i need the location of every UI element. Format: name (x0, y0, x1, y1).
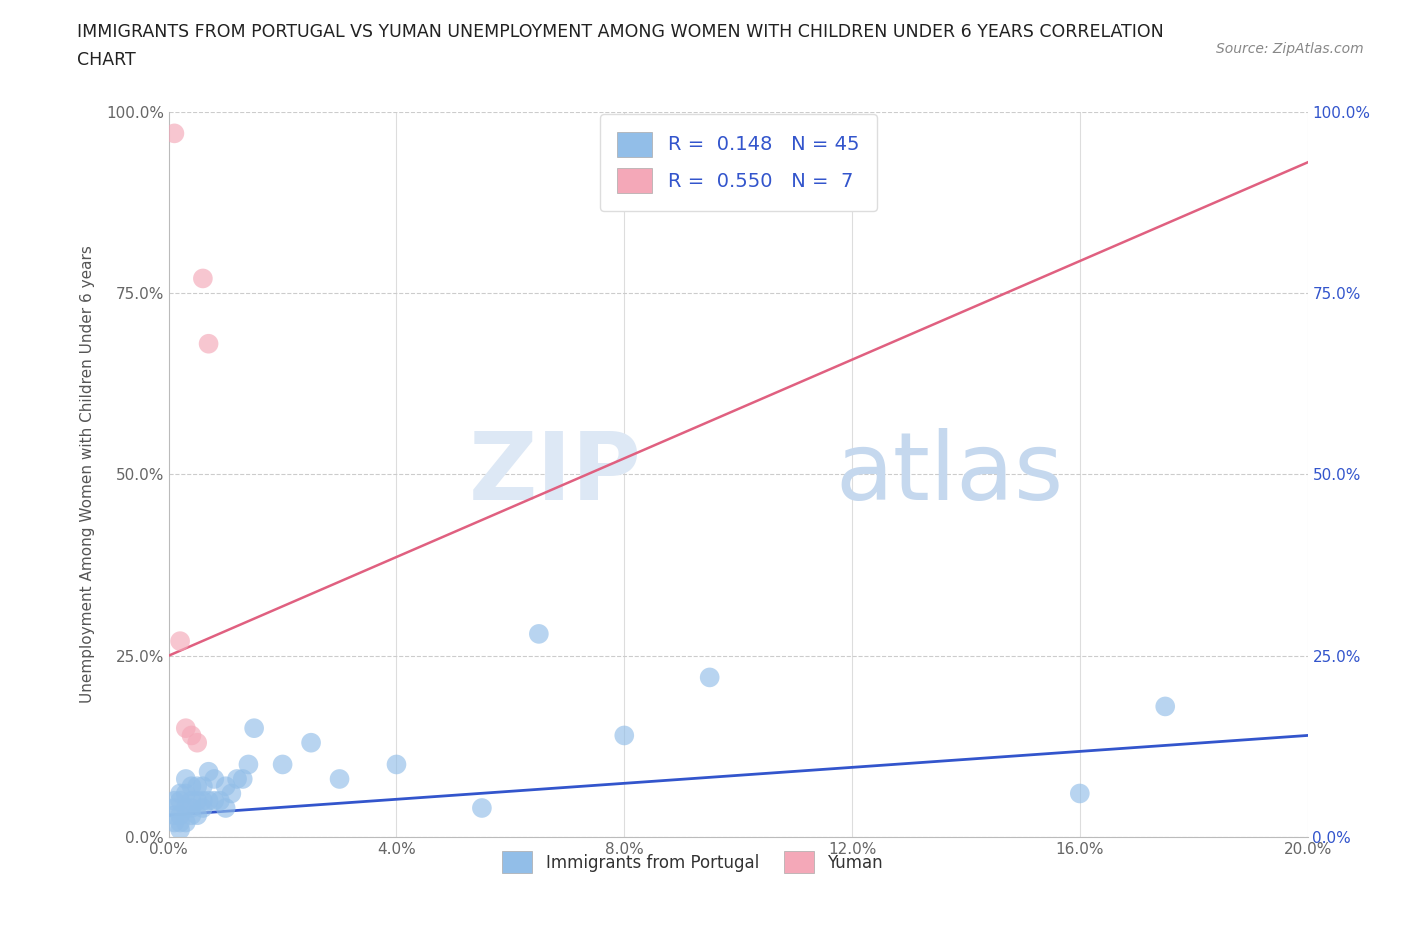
Point (169, 793, 191, 808)
Point (163, 808, 186, 823)
Point (186, 793, 208, 808)
Point (180, 778, 202, 793)
Point (208, 793, 231, 808)
Point (163, 815, 186, 830)
Text: atlas: atlas (835, 429, 1063, 520)
Point (238, 757, 260, 772)
Point (385, 757, 408, 772)
Point (180, 728, 202, 743)
Point (174, 801, 197, 816)
Point (202, 793, 225, 808)
Point (191, 778, 214, 793)
Point (180, 808, 202, 823)
Point (197, 337, 219, 352)
Text: ZIP: ZIP (468, 429, 641, 520)
Point (169, 815, 191, 830)
Point (191, 793, 214, 808)
Text: CHART: CHART (77, 51, 136, 69)
Point (527, 627, 550, 642)
Point (174, 786, 197, 801)
Point (163, 126, 186, 140)
Point (197, 764, 219, 779)
Legend: Immigrants from Portugal, Yuman: Immigrants from Portugal, Yuman (496, 844, 890, 880)
Point (180, 801, 202, 816)
Point (214, 801, 236, 816)
Point (186, 778, 208, 793)
Point (613, 728, 636, 743)
Y-axis label: Unemployment Among Women with Children Under 6 years: Unemployment Among Women with Children U… (80, 246, 94, 703)
Point (271, 757, 294, 772)
Point (191, 271, 214, 286)
Point (1154, 699, 1177, 714)
Text: Source: ZipAtlas.com: Source: ZipAtlas.com (1216, 42, 1364, 56)
Point (169, 822, 191, 837)
Point (299, 736, 322, 751)
Point (186, 736, 208, 751)
Point (243, 721, 266, 736)
Point (191, 801, 214, 816)
Point (232, 772, 254, 787)
Point (221, 786, 243, 801)
Point (699, 670, 721, 684)
Point (163, 801, 186, 816)
Point (197, 793, 219, 808)
Text: IMMIGRANTS FROM PORTUGAL VS YUMAN UNEMPLOYMENT AMONG WOMEN WITH CHILDREN UNDER 6: IMMIGRANTS FROM PORTUGAL VS YUMAN UNEMPL… (77, 23, 1164, 41)
Point (169, 633, 191, 648)
Point (202, 772, 225, 787)
Point (180, 793, 202, 808)
Point (214, 778, 236, 793)
Point (226, 772, 249, 787)
Point (169, 786, 191, 801)
Point (174, 721, 197, 736)
Point (186, 808, 208, 823)
Point (169, 808, 191, 823)
Point (174, 815, 197, 830)
Point (1069, 786, 1091, 801)
Point (329, 772, 352, 787)
Point (163, 793, 186, 808)
Point (471, 801, 494, 816)
Point (174, 772, 197, 787)
